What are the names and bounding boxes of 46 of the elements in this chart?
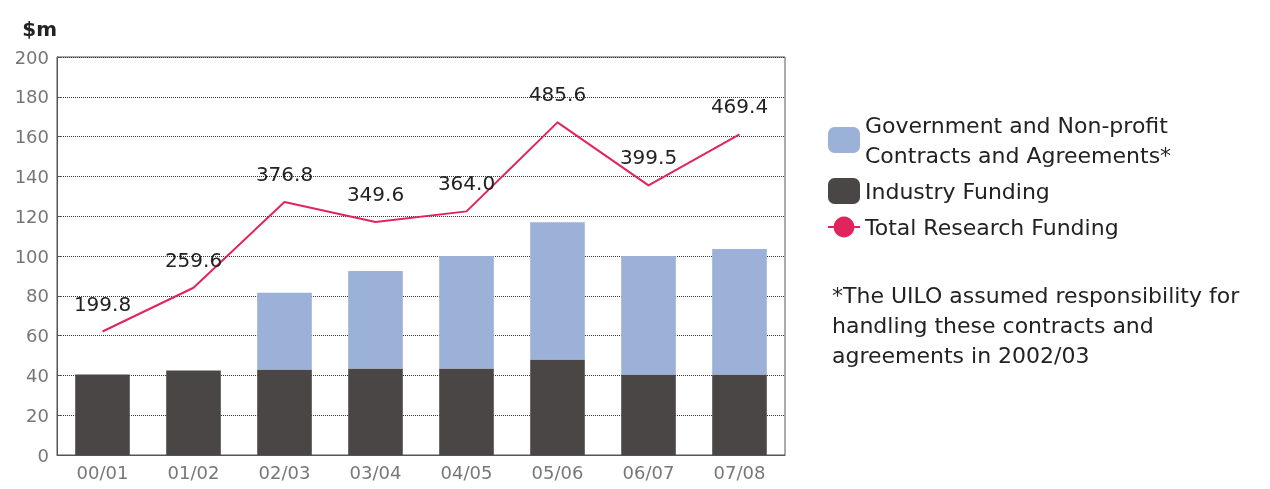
bar: [166, 370, 221, 455]
text: *The UILO assumed responsibility for handling these contracts and agreements in 2002/03: [832, 282, 1247, 368]
x-tick-label: 03/04: [349, 461, 402, 483]
x-tick-label: 05/06: [531, 461, 584, 483]
bar: [439, 256, 494, 369]
bar: [348, 368, 403, 455]
bar: [439, 368, 494, 455]
y-tick-label: 0: [37, 444, 49, 466]
x-tick-label: 07/08: [713, 461, 766, 483]
x-tick-label: 01/02: [167, 461, 220, 483]
y-tick-label: 80: [26, 285, 49, 307]
y-tick-label: 200: [14, 46, 49, 68]
data-label: 199.8: [73, 291, 132, 316]
bar: [257, 369, 312, 455]
data-label: 349.6: [346, 181, 405, 206]
x-tick-label: 04/05: [440, 461, 493, 483]
bar: [530, 359, 585, 455]
x-tick-label: 02/03: [258, 461, 311, 483]
y-tick-label: 160: [14, 126, 49, 148]
bar: [348, 270, 403, 369]
bar: [257, 292, 312, 370]
data-label: 259.6: [164, 247, 223, 272]
bar: [712, 374, 767, 455]
data-label: 399.5: [619, 145, 678, 170]
bar: [621, 374, 676, 455]
data-label: 364.0: [437, 171, 496, 196]
y-tick-label: 60: [26, 325, 49, 347]
legend-label: Government and Non-profit Contracts and Agreements*: [865, 112, 1175, 168]
bar: [712, 249, 767, 375]
bar: [621, 256, 676, 375]
legend-label: Industry Funding: [865, 178, 1050, 204]
x-tick-label: 06/07: [622, 461, 675, 483]
y-tick-label: 120: [14, 205, 49, 227]
y-tick-label: 20: [26, 404, 49, 426]
y-axis-title: $m: [22, 17, 57, 41]
data-label: 376.8: [255, 162, 314, 187]
data-label: 469.4: [710, 94, 769, 119]
bar: [75, 374, 130, 455]
bar: [530, 222, 585, 360]
y-tick-label: 140: [14, 165, 49, 187]
y-tick-label: 100: [14, 245, 49, 267]
y-tick-label: 180: [14, 86, 49, 108]
legend-label: Total Research Funding: [864, 214, 1119, 240]
y-tick-label: 40: [26, 364, 49, 386]
data-label: 485.6: [528, 82, 587, 107]
x-tick-label: 00/01: [76, 461, 129, 483]
